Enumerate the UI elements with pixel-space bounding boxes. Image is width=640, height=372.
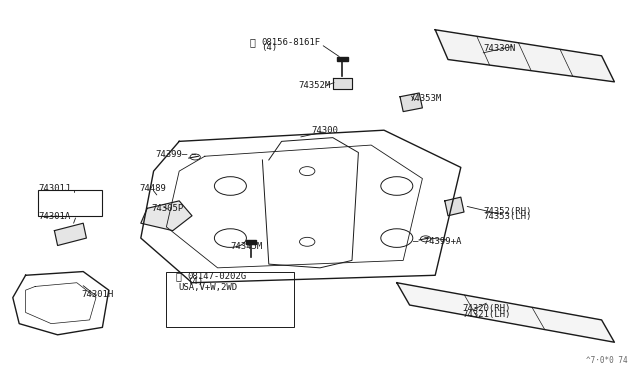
- Bar: [246, 240, 256, 244]
- Text: 74352M: 74352M: [298, 81, 330, 90]
- Polygon shape: [54, 223, 86, 246]
- Text: (4): (4): [187, 277, 203, 286]
- Polygon shape: [445, 197, 464, 216]
- Polygon shape: [333, 78, 352, 89]
- Text: 74353M: 74353M: [410, 94, 442, 103]
- Text: 74301H: 74301H: [81, 291, 113, 299]
- Text: 74305P: 74305P: [152, 204, 184, 213]
- Polygon shape: [397, 283, 614, 342]
- Text: 74399―: 74399―: [155, 150, 187, 159]
- Text: Ⓑ: Ⓑ: [250, 37, 255, 47]
- Polygon shape: [400, 93, 422, 112]
- Text: 74489: 74489: [140, 185, 166, 193]
- Text: ― 74399+A: ― 74399+A: [413, 237, 461, 246]
- Text: 74330N: 74330N: [483, 44, 515, 53]
- Text: 74321(LH): 74321(LH): [462, 310, 511, 319]
- Text: USA,V+W,2WD: USA,V+W,2WD: [178, 283, 237, 292]
- Polygon shape: [435, 30, 614, 82]
- Bar: [166, 272, 294, 327]
- Text: 74301J: 74301J: [38, 185, 70, 193]
- Text: (4): (4): [261, 44, 277, 52]
- Bar: [337, 57, 348, 61]
- Text: 74353(LH): 74353(LH): [484, 212, 532, 221]
- Text: 08147-0202G: 08147-0202G: [187, 272, 246, 280]
- Text: 08156-8161F: 08156-8161F: [261, 38, 320, 46]
- Text: 74301A: 74301A: [38, 212, 70, 221]
- Bar: [38, 190, 102, 216]
- Text: 74300: 74300: [311, 126, 338, 135]
- Text: 74345M: 74345M: [230, 242, 262, 251]
- Text: 74320(RH): 74320(RH): [462, 304, 511, 313]
- Text: 74352(RH): 74352(RH): [484, 207, 532, 216]
- Polygon shape: [141, 201, 192, 231]
- Text: Ⓑ: Ⓑ: [175, 271, 181, 281]
- Text: ^7·0*0 74: ^7·0*0 74: [586, 356, 627, 365]
